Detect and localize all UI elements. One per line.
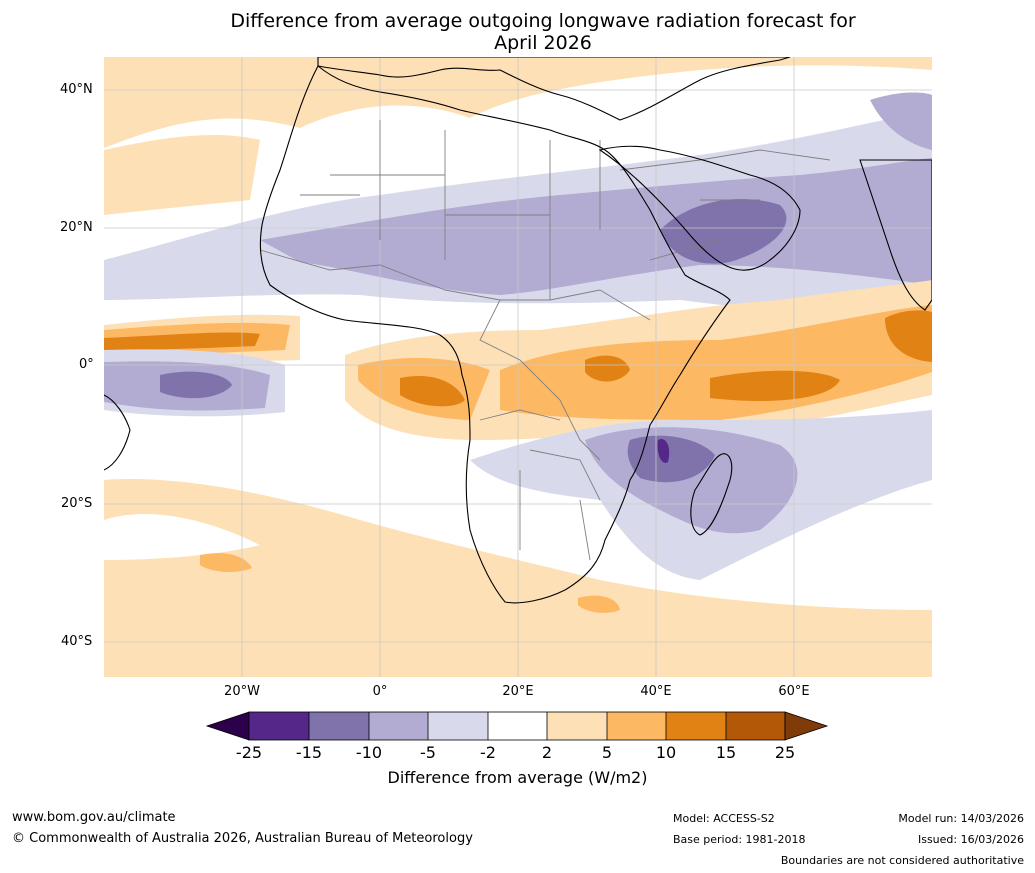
- coast-southamerica: [104, 394, 131, 471]
- anomaly-darkpurple-arabia: [660, 198, 787, 264]
- footer-issued: Issued: 16/03/2026: [917, 833, 1024, 846]
- colorbar-segment: [309, 712, 369, 740]
- coast-madagascar: [690, 453, 733, 536]
- anomaly-orange3-atlantic: [104, 332, 260, 350]
- footer-disclaimer: Boundaries are not considered authoritat…: [780, 854, 1024, 867]
- footer-model: Model: ACCESS-S2: [673, 812, 775, 825]
- title-line-2: April 2026: [494, 32, 592, 54]
- anomaly-orange2-southatlantic: [200, 553, 252, 572]
- colorbar-tick: -2: [480, 743, 496, 762]
- lat-label-40n: 40°N: [60, 82, 93, 97]
- colorbar-tick: -15: [295, 743, 323, 762]
- colorbar-segment: [666, 712, 726, 740]
- colorbar-tick: 15: [715, 743, 737, 762]
- coast-india: [859, 159, 932, 311]
- lat-label-0: 0°: [79, 357, 94, 372]
- footer-base-period: Base period: 1981-2018: [673, 833, 806, 846]
- title-line-1: Difference from average outgoing longwav…: [230, 10, 856, 32]
- colorbar-tick: -10: [355, 743, 383, 762]
- lat-label-20n: 20°N: [60, 220, 93, 235]
- colorbar-segment: [249, 712, 309, 740]
- anomaly-purple-upper: [260, 158, 932, 295]
- coast-africa: [259, 65, 731, 604]
- anomaly-orange3-congo: [400, 376, 465, 407]
- colorbar-tick: 2: [541, 743, 553, 762]
- coast-arabia: [598, 145, 801, 271]
- colorbar-title: Difference from average (W/m2): [387, 768, 648, 787]
- lon-label-40e: 40°E: [640, 684, 672, 699]
- lon-label-20e: 20°E: [502, 684, 534, 699]
- colorbar-tick: -5: [420, 743, 436, 762]
- anomaly-orange2-southindian: [578, 595, 620, 613]
- country-borders: [259, 120, 831, 561]
- colorbar-tick: 5: [601, 743, 613, 762]
- footer-website: www.bom.gov.au/climate: [12, 810, 176, 825]
- colorbar-tick: 10: [655, 743, 677, 762]
- anomaly-orange3-indian: [710, 370, 840, 401]
- anomaly-white-south: [104, 514, 260, 560]
- lat-label-20s: 20°S: [61, 496, 93, 511]
- colorbar-tick: -25: [235, 743, 263, 762]
- colorbar-segment: [428, 712, 488, 740]
- anomaly-purple-india: [870, 92, 932, 150]
- anomaly-light-orange-westpac: [104, 134, 260, 215]
- footer-copyright: © Commonwealth of Australia 2026, Austra…: [12, 831, 473, 846]
- anomaly-orange3-lakes: [585, 355, 630, 382]
- anomaly-orange3-india: [885, 310, 932, 362]
- coastlines: [104, 57, 932, 604]
- colorbar-segment: [369, 712, 428, 740]
- lon-label-60e: 60°E: [778, 684, 810, 699]
- colorbar: [205, 711, 829, 741]
- colorbar-segment: [488, 712, 547, 740]
- colorbar-segment: [547, 712, 607, 740]
- colorbar-segment: [607, 712, 666, 740]
- colorbar-max-arrow: [784, 711, 829, 741]
- anomaly-darkpurple-atlantic: [160, 371, 232, 399]
- anomaly-deep-purple-spot: [657, 439, 670, 463]
- colorbar-min-arrow: [205, 711, 250, 741]
- chart-title: Difference from average outgoing longwav…: [104, 10, 982, 54]
- lon-label-0: 0°: [372, 684, 388, 699]
- lon-label-20w: 20°W: [224, 684, 260, 699]
- colorbar-segment: [726, 712, 785, 740]
- anomaly-darkpurple-mozambique: [627, 435, 715, 483]
- coast-europe: [317, 57, 791, 121]
- colorbar-tick: 25: [774, 743, 796, 762]
- footer-model-run: Model run: 14/03/2026: [898, 812, 1024, 825]
- lat-label-40s: 40°S: [61, 634, 93, 649]
